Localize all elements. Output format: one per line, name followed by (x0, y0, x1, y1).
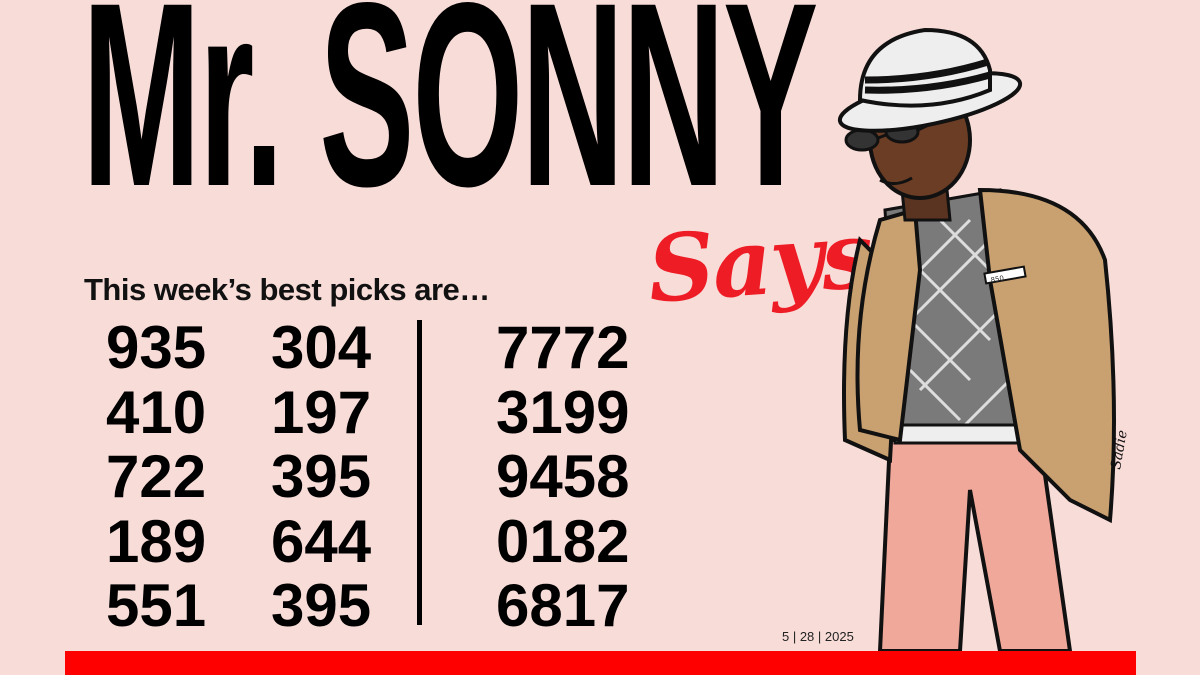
pick-number: 395 (271, 443, 372, 510)
pick-number: 189 (106, 507, 207, 575)
pick-number: 6817 (496, 572, 630, 639)
red-footer-bar (65, 651, 1136, 675)
pick-number: 7772 (496, 314, 630, 381)
pick-number: 0182 (496, 507, 630, 575)
badge-text: 850 (990, 274, 1005, 284)
page-title: Mr. SONNY (82, 0, 818, 241)
pick-number: 395 (271, 572, 372, 639)
mr-sonny-illustration: 850 Sadie (837, 27, 1130, 651)
picks-column-3digit-a: 935 410 722 189 551 (106, 314, 207, 639)
pick-number: 3199 (496, 378, 630, 446)
pick-number: 722 (106, 443, 207, 510)
pick-number: 410 (106, 378, 207, 446)
pick-number: 551 (106, 572, 207, 639)
picks-column-3digit-b: 304 197 395 644 395 (271, 314, 372, 639)
pick-number: 197 (271, 378, 372, 446)
picks-column-4digit: 7772 3199 9458 0182 6817 (496, 314, 630, 639)
pick-number: 9458 (496, 443, 630, 510)
signature: Sadie (1108, 429, 1130, 471)
pick-number: 935 (106, 314, 207, 381)
column-divider (417, 320, 422, 625)
fedora-hat-icon (837, 27, 1023, 133)
pick-number: 304 (271, 314, 372, 381)
date-label: 5 | 28 | 2025 (782, 629, 854, 644)
pick-number: 644 (271, 507, 372, 575)
subtitle: This week’s best picks are… (84, 272, 490, 307)
